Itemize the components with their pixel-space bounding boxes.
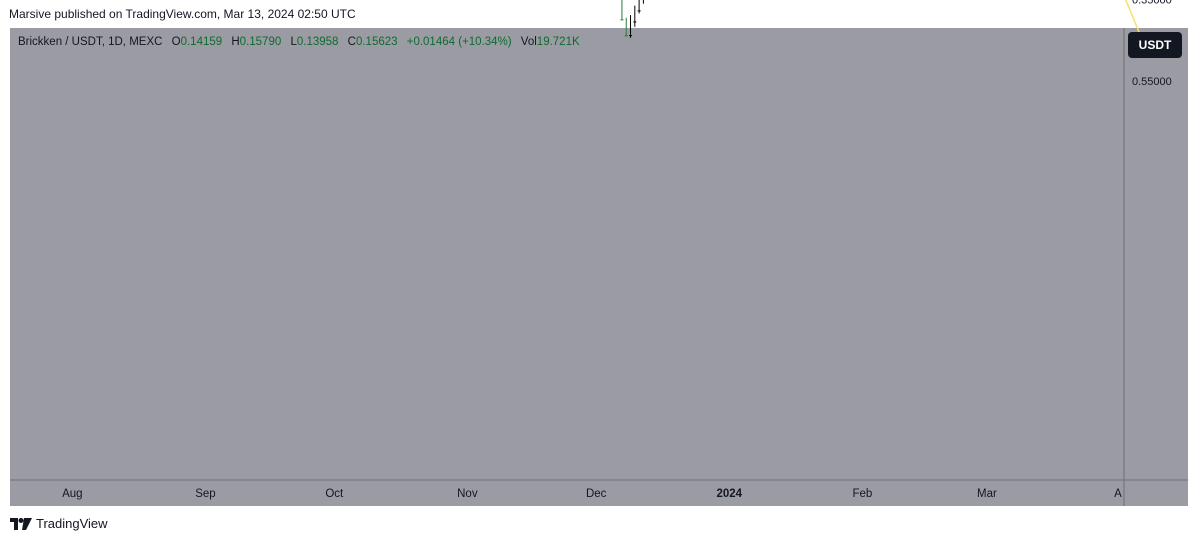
x-tick-label: Aug xyxy=(62,488,82,500)
close-value: 0.15623 xyxy=(355,36,398,48)
tradingview-icon xyxy=(10,517,32,530)
x-tick-label: Oct xyxy=(325,488,344,500)
x-tick-label: Dec xyxy=(586,488,607,500)
brand-name: TradingView xyxy=(36,516,108,531)
high-label: H xyxy=(231,36,240,48)
symbol-legend: Brickken / USDT, 1D, MEXC O0.14159 H0.15… xyxy=(18,36,580,48)
open-label: O xyxy=(171,36,181,48)
chart-area[interactable]: Brickken / USDT, 1D, MEXC O0.14159 H0.15… xyxy=(10,28,1188,506)
candle-body xyxy=(637,10,641,12)
y-tick-label: 0.55000 xyxy=(1132,76,1172,88)
x-tick-label: Feb xyxy=(852,488,872,500)
y-tick-label: 0.35000 xyxy=(1132,0,1172,6)
currency-button[interactable]: USDT xyxy=(1128,32,1182,58)
candle-body xyxy=(629,35,633,37)
vol-label: Vol xyxy=(520,36,537,48)
candle-body xyxy=(633,21,637,23)
open-value: 0.14159 xyxy=(180,36,223,48)
x-tick-label: A xyxy=(1114,488,1122,500)
vol-value: 19.721K xyxy=(536,36,580,48)
close-label: C xyxy=(347,36,356,48)
change-value: +0.01464 (+10.34%) xyxy=(406,36,512,48)
candle-body xyxy=(620,19,624,21)
high-value: 0.15790 xyxy=(239,36,282,48)
x-tick-label: 2024 xyxy=(716,488,742,500)
symbol-name: Brickken / USDT, 1D, MEXC xyxy=(18,36,163,48)
low-label: L xyxy=(290,36,297,48)
candle-body xyxy=(624,35,628,37)
x-tick-label: Nov xyxy=(457,488,478,500)
publisher-line: Marsive published on TradingView.com, Ma… xyxy=(9,7,356,21)
low-value: 0.13958 xyxy=(296,36,339,48)
x-tick-label: Mar xyxy=(977,488,997,500)
x-tick-label: Sep xyxy=(195,488,215,500)
tradingview-logo[interactable]: TradingView xyxy=(10,516,108,531)
projection-arrow xyxy=(1125,0,1143,39)
